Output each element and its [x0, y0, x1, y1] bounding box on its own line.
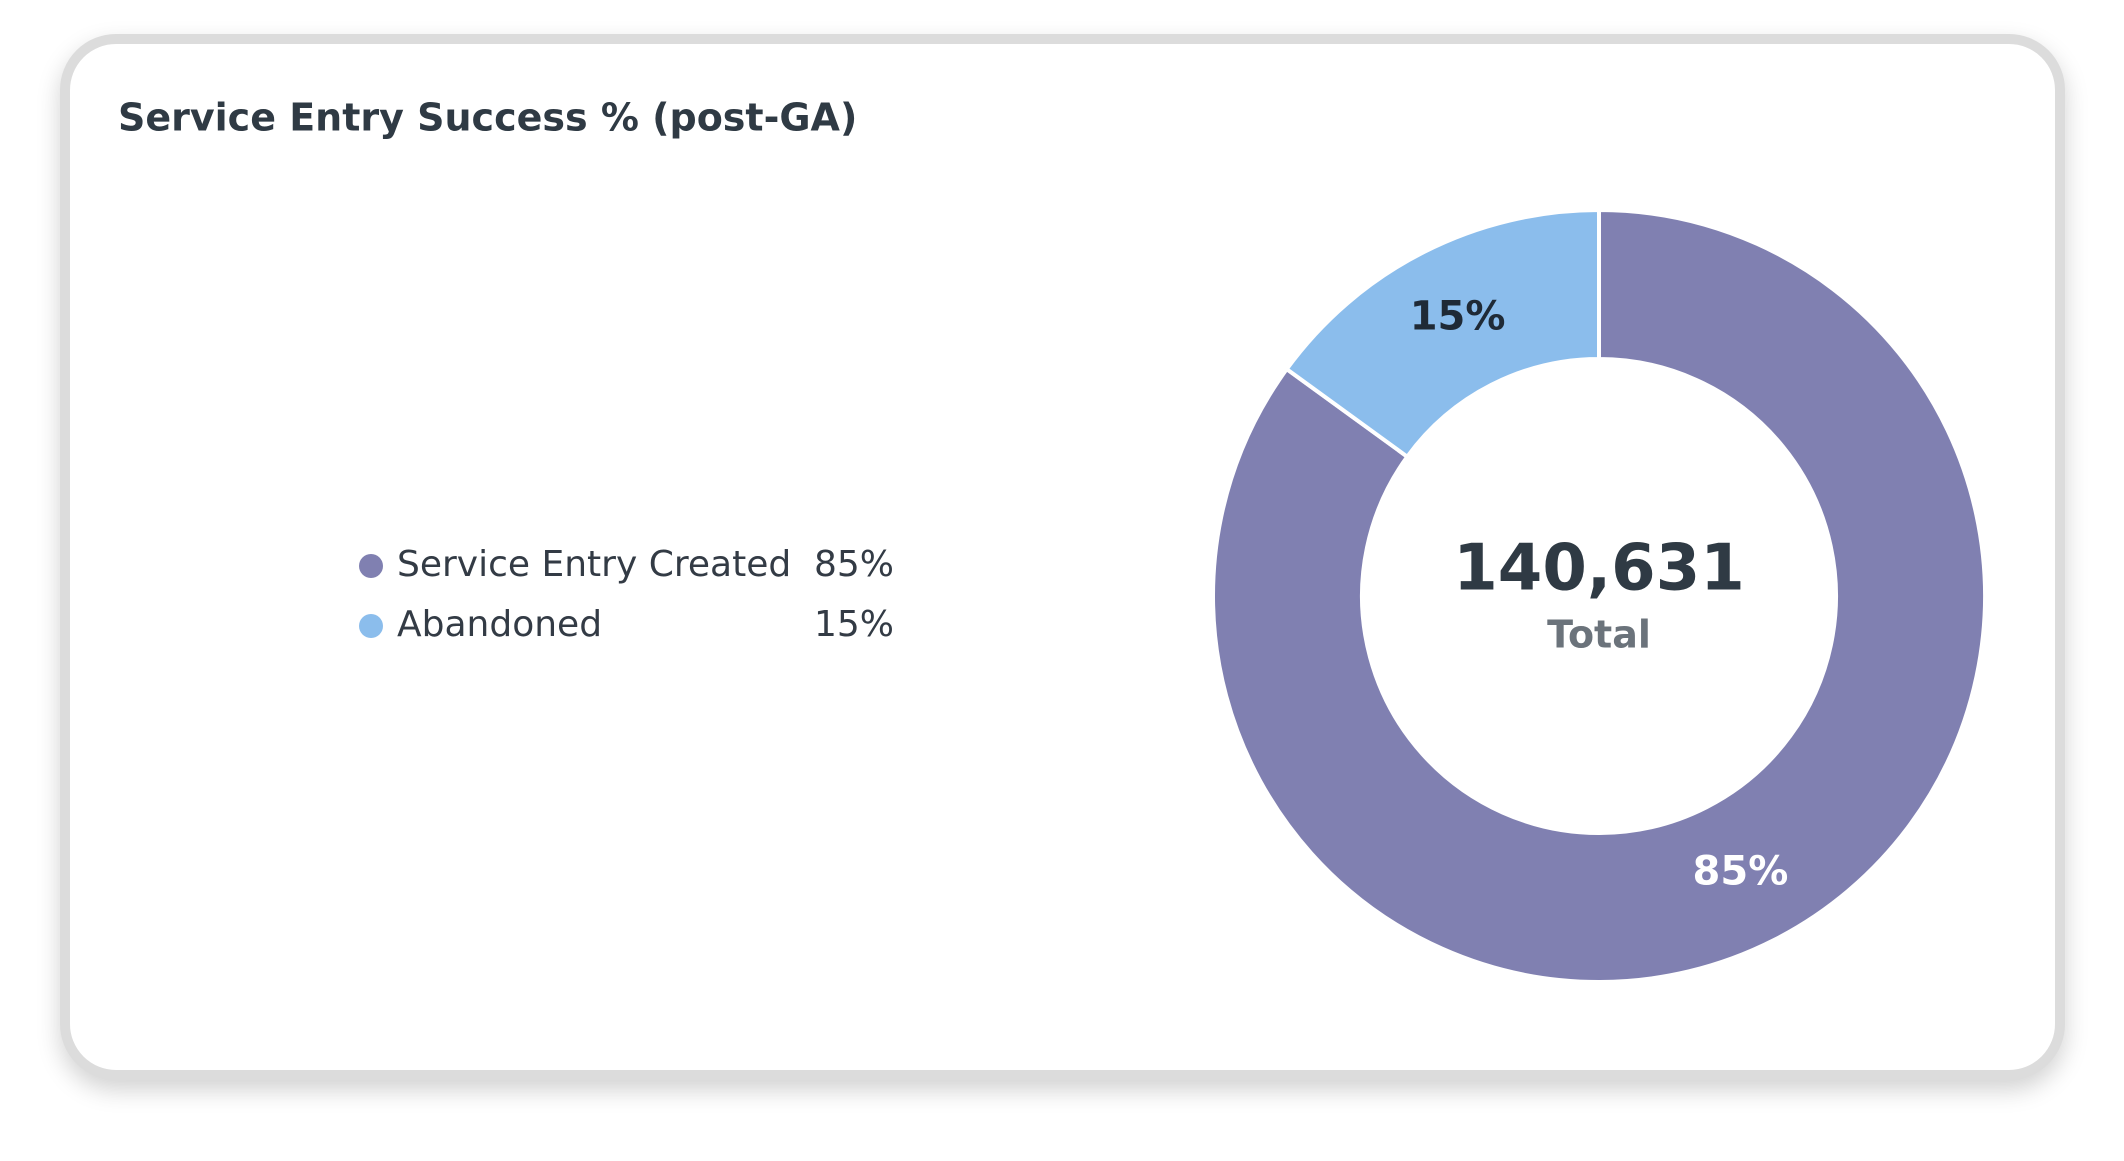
legend-label: Service Entry Created	[397, 544, 791, 585]
center-value: 140,631	[1453, 532, 1745, 606]
legend-value: 85%	[814, 544, 894, 585]
legend-label: Abandoned	[397, 604, 602, 645]
slice-label: 15%	[1410, 293, 1506, 339]
legend-marker	[359, 614, 383, 638]
legend-value: 15%	[814, 604, 894, 645]
slice-label: 85%	[1693, 849, 1789, 895]
chart-title: Service Entry Success % (post-GA)	[118, 96, 857, 140]
donut-slice	[1283, 207, 1601, 460]
legend-marker	[359, 554, 383, 578]
center-caption: Total	[1547, 613, 1651, 657]
donut-slice	[1211, 207, 1987, 984]
